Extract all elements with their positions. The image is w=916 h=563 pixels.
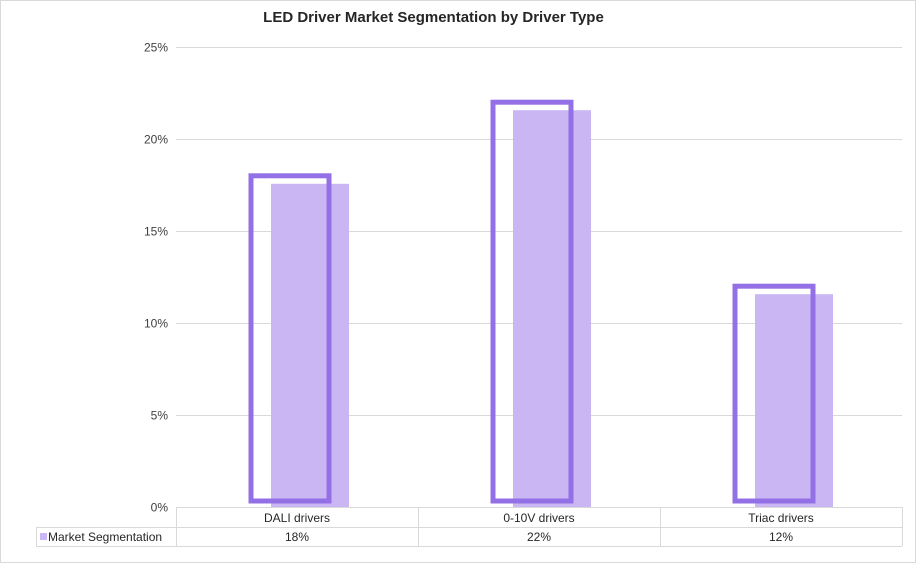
bar-outline [490,99,574,504]
bar-fill [513,110,591,507]
y-tick-label: 20% [144,133,168,147]
data-label: 12% [769,530,793,544]
category-label: Triac drivers [748,511,814,525]
chart-title: LED Driver Market Segmentation by Driver… [263,9,604,26]
category-label: DALI drivers [264,511,330,525]
bar-outline [248,173,332,504]
data-label: 22% [527,530,551,544]
y-tick-label: 15% [144,225,168,239]
y-tick-label: 25% [144,41,168,55]
y-tick-label: 0% [151,501,169,515]
category-label: 0-10V drivers [503,511,574,525]
legend-swatch [40,533,47,540]
series-name: Market Segmentation [48,530,162,544]
bar-fill [271,183,349,508]
y-tick-label: 10% [144,317,168,331]
data-label: 18% [285,530,309,544]
bar-fill [755,294,833,507]
bar-outline [732,283,816,504]
y-tick-label: 5% [151,409,169,423]
